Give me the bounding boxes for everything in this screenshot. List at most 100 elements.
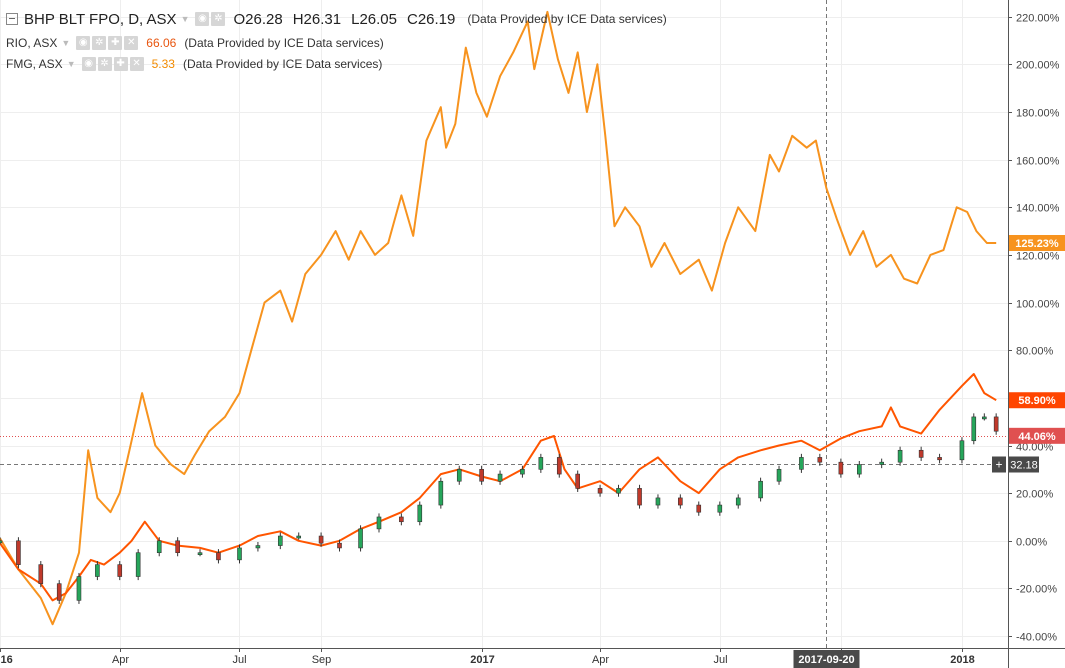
close-icon[interactable]: ✕ — [124, 35, 139, 50]
legend-rio: RIO, ASX ▼ ◉ ✲ ✚ ✕ 66.06 (Data Provided … — [6, 32, 667, 53]
gear-icon[interactable]: ✲ — [211, 12, 226, 26]
rio-price-badge-bg — [1009, 392, 1065, 409]
grid — [0, 0, 1008, 648]
rio-provider: (Data Provided by ICE Data services) — [184, 35, 384, 50]
y-tick-label: 220.00% — [1016, 13, 1060, 25]
candle — [38, 564, 44, 584]
candle — [95, 564, 100, 577]
fmg-line — [0, 10, 997, 626]
x-tick-label: Jul — [232, 654, 246, 666]
fmg-symbol[interactable]: FMG, ASX — [6, 56, 63, 71]
y-tick-label: 100.00% — [1016, 299, 1060, 311]
candle — [520, 469, 525, 475]
open-label: O — [233, 10, 246, 28]
eye-icon[interactable]: ◉ — [76, 35, 91, 50]
caret-down-icon[interactable]: ▼ — [66, 58, 76, 69]
close-icon[interactable]: ✕ — [129, 56, 144, 71]
candle — [175, 540, 180, 554]
candle — [959, 440, 965, 461]
x-tick-label: 2018 — [950, 654, 974, 666]
y-tick-label: 200.00% — [1016, 60, 1060, 72]
candle — [237, 547, 242, 561]
candle — [556, 457, 562, 475]
main-provider: (Data Provided by ICE Data services) — [467, 12, 667, 26]
x-axis-panel — [0, 648, 1008, 668]
candle — [838, 461, 844, 475]
candle — [597, 488, 603, 494]
y-tick-label: 160.00% — [1016, 156, 1060, 168]
candle — [255, 545, 261, 549]
candle — [337, 542, 342, 549]
eye-icon[interactable]: ◉ — [81, 56, 96, 71]
x-tick-label: 2017 — [470, 654, 494, 666]
y-tick-label: 20.00% — [1016, 489, 1054, 501]
candle — [937, 457, 942, 461]
candle — [376, 516, 382, 530]
caret-down-icon[interactable]: ▼ — [61, 37, 71, 48]
gear-icon[interactable]: ✲ — [92, 35, 107, 50]
rio-value: 66.06 — [146, 35, 177, 50]
low-label: L — [351, 10, 360, 28]
y-tick-label: 80.00% — [1016, 346, 1054, 358]
candle — [135, 552, 141, 577]
candle — [358, 528, 363, 549]
fmg-provider: (Data Provided by ICE Data services) — [182, 56, 383, 71]
eye-icon[interactable]: ◉ — [195, 12, 210, 26]
x-tick-label: Sep — [312, 654, 332, 666]
candle — [616, 488, 621, 494]
plus-icon[interactable]: ✚ — [113, 56, 128, 71]
rio-line — [0, 373, 997, 602]
plus-icon[interactable]: ✚ — [108, 35, 123, 50]
candle — [156, 540, 162, 554]
candle — [117, 564, 123, 577]
close-value: 26.19 — [417, 10, 456, 28]
candle — [678, 497, 683, 506]
candle — [799, 457, 804, 470]
bhp-price-badge-bg — [1009, 427, 1065, 444]
bhp-price-badge: 44.06% — [1018, 431, 1056, 443]
candle — [438, 480, 444, 506]
main-symbol[interactable]: BHP BLT FPO, D, ASX — [24, 10, 177, 28]
candle — [16, 540, 21, 565]
caret-down-icon[interactable]: ▼ — [180, 14, 190, 24]
open-value: 26.28 — [245, 10, 283, 28]
candle — [982, 416, 987, 420]
gear-icon[interactable]: ✲ — [97, 56, 112, 71]
y-tick-label: 140.00% — [1016, 203, 1060, 215]
crosshair-value-label: 32.18 — [1010, 460, 1038, 472]
candle — [216, 552, 221, 561]
y-tick-label: 40.00% — [1016, 442, 1054, 454]
candle — [776, 469, 782, 482]
candle — [918, 449, 924, 458]
legend: BHP BLT FPO, D, ASX ▼ ◉ ✲ O 26.28 H 26.31 … — [6, 6, 667, 74]
legend-main: BHP BLT FPO, D, ASX ▼ ◉ ✲ O 26.28 H 26.31 … — [6, 6, 667, 32]
candle — [575, 473, 580, 489]
candle — [0, 540, 3, 544]
crosshair-value-bg — [1009, 456, 1039, 473]
rio-symbol[interactable]: RIO, ASX — [6, 35, 58, 50]
high-value: 26.31 — [303, 10, 342, 28]
candle — [817, 457, 823, 463]
x-tick-label: Jul — [713, 654, 727, 666]
x-tick-label: 2016 — [0, 654, 13, 666]
candle — [399, 516, 404, 523]
candle — [758, 480, 763, 499]
price-badges: 125.23% 58.90% 44.06% + 32.18 2017-09-20 — [793, 235, 1065, 668]
y-tick-label: 180.00% — [1016, 108, 1060, 120]
candle — [417, 504, 423, 523]
minus-box-icon[interactable] — [6, 13, 18, 25]
x-tick-label: Apr — [112, 654, 129, 666]
crosshair-date-label: 2017-09-20 — [798, 654, 854, 666]
crosshair-date-bg — [793, 650, 860, 668]
candle — [879, 461, 884, 465]
candle — [696, 504, 702, 513]
y-axis-panel — [1008, 0, 1065, 668]
high-label: H — [292, 10, 304, 28]
fmg-value: 5.33 — [151, 56, 175, 71]
candle — [56, 583, 62, 601]
low-value: 26.05 — [359, 10, 397, 28]
candle — [538, 457, 544, 470]
candle — [456, 469, 462, 482]
